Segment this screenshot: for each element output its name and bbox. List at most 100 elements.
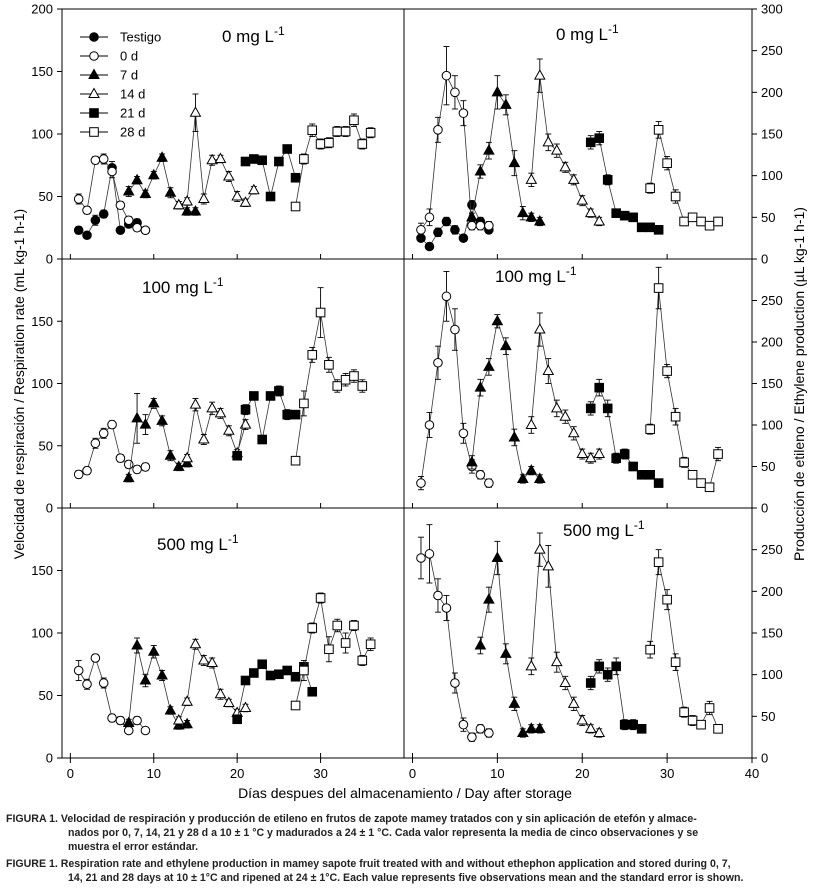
data-point bbox=[307, 350, 318, 360]
data-point bbox=[593, 726, 606, 737]
data-point bbox=[467, 732, 477, 742]
data-point bbox=[611, 453, 621, 463]
panel-title: 500 mg L-1 bbox=[563, 518, 645, 540]
series-line bbox=[295, 312, 363, 461]
legend-marker bbox=[89, 51, 99, 61]
data-point bbox=[533, 543, 546, 554]
data-point bbox=[181, 194, 193, 206]
series-14-d bbox=[525, 532, 606, 738]
data-point bbox=[123, 215, 134, 226]
data-point bbox=[594, 133, 605, 143]
data-point bbox=[416, 553, 426, 563]
data-point bbox=[533, 323, 546, 334]
data-point bbox=[349, 620, 359, 631]
data-point bbox=[122, 184, 135, 196]
data-point bbox=[424, 549, 435, 559]
series-0-d bbox=[73, 653, 151, 736]
series-28-d bbox=[645, 121, 723, 231]
y-tick-label: 0 bbox=[761, 751, 768, 766]
legend-label: 14 d bbox=[120, 87, 145, 102]
data-point bbox=[576, 447, 589, 459]
data-point bbox=[424, 420, 435, 430]
data-point bbox=[662, 594, 672, 605]
data-point bbox=[559, 410, 572, 421]
data-point bbox=[214, 152, 227, 163]
data-point bbox=[315, 593, 326, 603]
series-7-d bbox=[466, 314, 546, 484]
y-tick-label: 100 bbox=[31, 376, 53, 391]
data-point bbox=[140, 725, 151, 736]
data-point bbox=[189, 398, 202, 409]
legend-label: 21 d bbox=[120, 106, 145, 121]
data-point bbox=[181, 695, 193, 706]
caption-en-line2: 14, 21 and 28 days at 10 ± 1°C and ripen… bbox=[68, 872, 744, 884]
data-point bbox=[115, 715, 126, 726]
series-line bbox=[295, 119, 371, 207]
data-point bbox=[324, 137, 334, 148]
series-28-d bbox=[645, 549, 723, 734]
y-tick-label: 200 bbox=[761, 584, 783, 599]
data-point bbox=[533, 214, 546, 226]
data-point bbox=[458, 719, 469, 730]
series-14-d bbox=[172, 637, 252, 725]
data-point bbox=[484, 478, 494, 488]
data-point bbox=[222, 424, 235, 435]
caption-es-line3: muestra el error estándar. bbox=[68, 841, 199, 853]
series-21-d bbox=[240, 144, 301, 202]
data-point bbox=[636, 222, 647, 233]
data-point bbox=[466, 455, 478, 467]
x-axis-label: Días despues del almacenamiento / Day af… bbox=[238, 785, 572, 801]
data-point bbox=[559, 676, 572, 687]
data-point bbox=[164, 186, 177, 197]
data-point bbox=[307, 623, 318, 633]
x-tick-label: 20 bbox=[230, 766, 244, 781]
data-point bbox=[433, 590, 443, 601]
data-point bbox=[670, 191, 681, 202]
data-point bbox=[662, 158, 672, 168]
data-point bbox=[441, 216, 452, 227]
data-point bbox=[475, 470, 486, 480]
data-point bbox=[189, 106, 202, 117]
data-point bbox=[274, 156, 284, 167]
y-tick-label: 0 bbox=[46, 252, 53, 267]
y-tick-label: 0 bbox=[46, 501, 53, 516]
data-point bbox=[73, 194, 84, 204]
data-point bbox=[542, 364, 555, 376]
panel-axes: 0 50 100 150 100 mg L-1 bbox=[31, 258, 322, 516]
caption-es-line2: nados por 0, 7, 14, 21 y 28 d a 10 ± 1 °… bbox=[68, 827, 699, 839]
data-point bbox=[679, 457, 689, 468]
series-0-d bbox=[416, 271, 494, 491]
data-point bbox=[424, 241, 435, 252]
data-point bbox=[139, 187, 152, 198]
y-axis-left-label: Velocidad de respiración / Respiration r… bbox=[11, 209, 27, 559]
data-point bbox=[653, 557, 664, 567]
y-tick-label: 150 bbox=[761, 127, 783, 142]
data-point bbox=[164, 449, 177, 460]
series-line bbox=[530, 329, 600, 459]
panel-title: 0 mg L-1 bbox=[556, 22, 619, 44]
data-point bbox=[687, 470, 698, 480]
y-tick-label: 250 bbox=[761, 542, 783, 557]
data-point bbox=[115, 200, 126, 211]
data-point bbox=[122, 716, 135, 727]
legend-marker bbox=[88, 87, 100, 98]
data-point bbox=[265, 191, 276, 202]
data-point bbox=[232, 450, 242, 461]
series-0-d bbox=[416, 46, 494, 237]
data-point bbox=[450, 324, 460, 335]
y-tick-label: 150 bbox=[761, 376, 783, 391]
data-point bbox=[679, 707, 689, 717]
series-28-d bbox=[290, 287, 368, 466]
data-point bbox=[424, 212, 435, 223]
data-point bbox=[508, 697, 521, 708]
data-point bbox=[365, 639, 376, 650]
data-point bbox=[483, 593, 495, 604]
data-point bbox=[107, 713, 117, 723]
panel-axes: 0 50 100 150 200 0 mg L-1 bbox=[31, 2, 322, 267]
data-point bbox=[653, 125, 664, 135]
data-point bbox=[181, 717, 193, 729]
data-point bbox=[299, 665, 309, 676]
data-point bbox=[222, 696, 235, 707]
data-point bbox=[645, 424, 655, 434]
data-point bbox=[307, 125, 318, 136]
